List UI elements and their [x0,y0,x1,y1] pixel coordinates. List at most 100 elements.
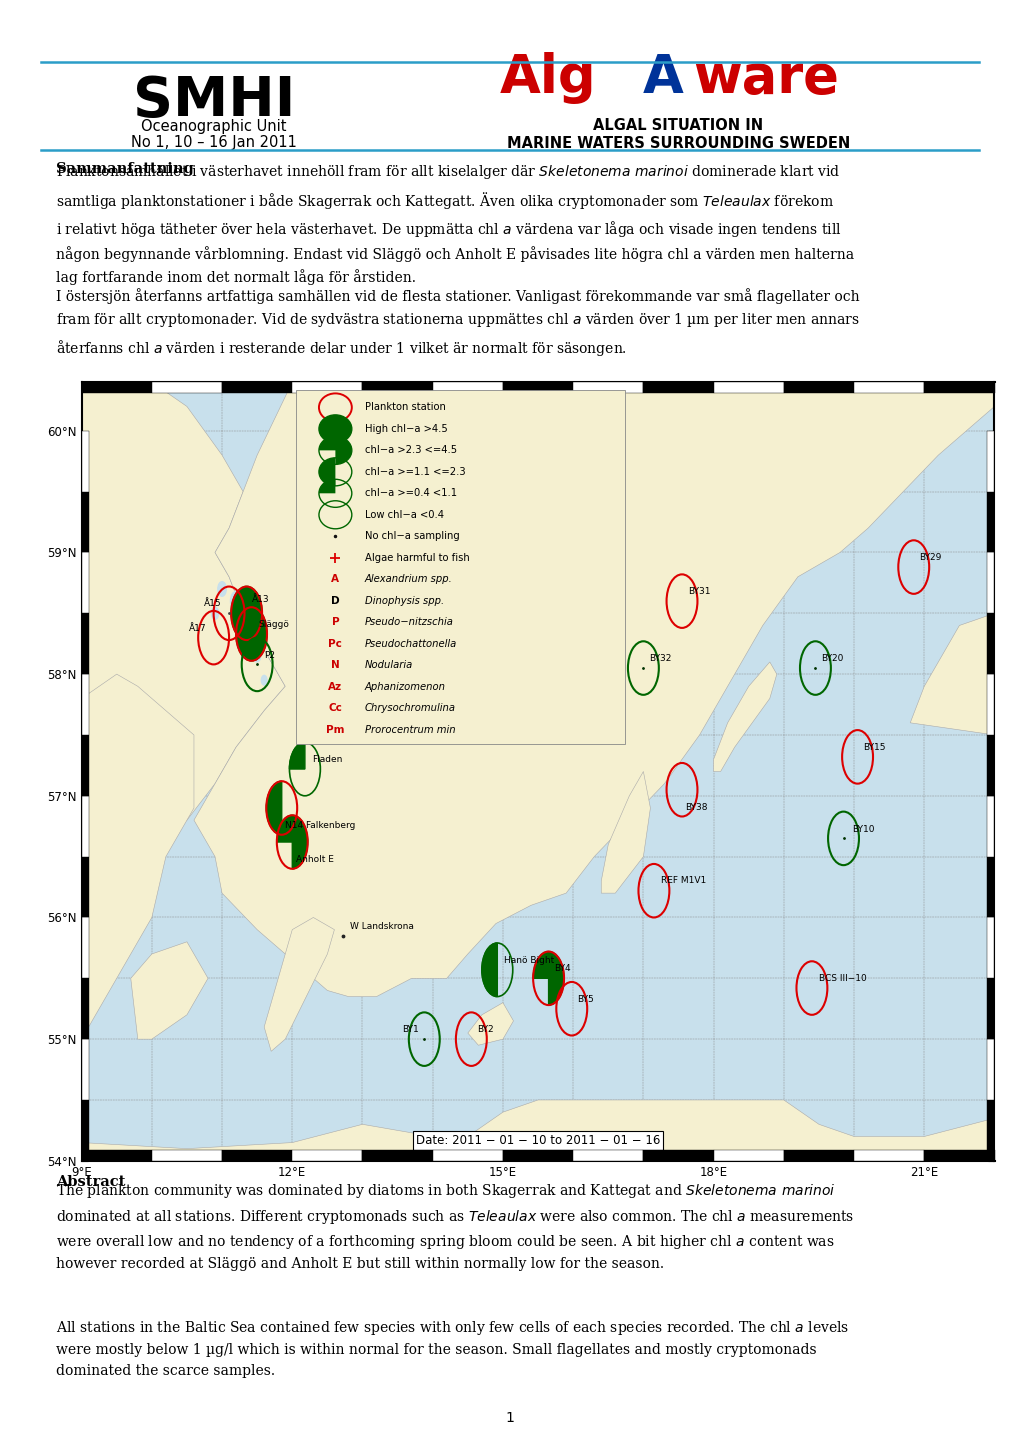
Bar [986,796,994,857]
Circle shape [230,591,242,611]
Polygon shape [713,662,776,771]
Bar [986,917,994,978]
Polygon shape [264,917,334,1051]
Bar [986,978,994,1040]
Bar [362,382,432,394]
Text: Dinophysis spp.: Dinophysis spp. [364,596,443,606]
Text: Chrysochromulina: Chrysochromulina [364,704,455,712]
Wedge shape [276,815,308,870]
Text: Planktonsamhället i västerhavet innehöll fram för allt kiselalger där $\it{Skele: Planktonsamhället i västerhavet innehöll… [56,163,853,286]
Bar [152,1149,222,1161]
Bar [643,1149,713,1161]
Bar [986,613,994,675]
Text: BY32: BY32 [648,655,671,663]
Bar [986,675,994,735]
Text: Alexandrium spp.: Alexandrium spp. [364,574,451,584]
Text: chl−a >=1.1 <=2.3: chl−a >=1.1 <=2.3 [364,467,465,477]
Text: BY38: BY38 [685,803,707,812]
Bar [82,796,89,857]
Bar [82,675,89,735]
Text: Pc: Pc [328,639,342,649]
Text: No chl−a sampling: No chl−a sampling [364,531,459,541]
Text: The plankton community was dominated by diatoms in both Skagerrak and Kattegat a: The plankton community was dominated by … [56,1182,854,1270]
Bar [82,382,152,394]
Bar [713,382,783,394]
Text: Pseudochattonella: Pseudochattonella [364,639,457,649]
Text: MARINE WATERS SURROUNDING SWEDEN: MARINE WATERS SURROUNDING SWEDEN [506,137,849,151]
Circle shape [218,581,226,597]
Bar [986,735,994,796]
Circle shape [261,675,267,685]
Bar [986,1040,994,1100]
Text: High chl−a >4.5: High chl−a >4.5 [364,424,447,434]
Text: chl−a >2.3 <=4.5: chl−a >2.3 <=4.5 [364,446,457,456]
Text: Anholt E: Anholt E [296,855,333,864]
Text: Hanö Bight: Hanö Bight [503,956,554,965]
Text: BY31: BY31 [687,587,709,597]
Polygon shape [194,382,994,996]
Circle shape [211,607,218,620]
Text: Algae harmful to fish: Algae harmful to fish [364,552,469,562]
Bar [923,382,994,394]
Text: Low chl−a <0.4: Low chl−a <0.4 [364,510,443,519]
Bar [713,1149,783,1161]
Wedge shape [266,782,281,835]
Bar [986,431,994,492]
Text: Sammanfattning: Sammanfattning [56,162,194,176]
Wedge shape [319,457,335,486]
Bar [853,1149,923,1161]
Circle shape [254,650,261,662]
Bar [362,1149,432,1161]
Bar [82,1149,152,1161]
Text: Prorocentrum min: Prorocentrum min [364,724,454,734]
Bar [853,382,923,394]
Text: Nodularia: Nodularia [364,660,413,671]
Bar [82,857,89,917]
Text: chl−a >=0.4 <1.1: chl−a >=0.4 <1.1 [364,489,457,499]
Bar [783,382,853,394]
Bar [222,1149,292,1161]
Text: SMHI: SMHI [132,74,296,128]
Text: P2: P2 [264,650,275,659]
Polygon shape [468,1002,513,1045]
Wedge shape [533,952,564,1005]
Text: Å13: Å13 [252,594,270,604]
Text: A: A [642,52,683,104]
Text: W Landskrona: W Landskrona [350,921,414,932]
Text: Fladen: Fladen [312,756,342,764]
Bar [502,1149,573,1161]
Bar [82,735,89,796]
Text: Alg: Alg [499,52,596,104]
Bar [82,492,89,552]
Text: Abstract: Abstract [56,1175,125,1190]
Text: A: A [331,574,339,584]
Text: BY4: BY4 [553,965,571,973]
Text: BY29: BY29 [918,554,941,562]
Polygon shape [11,675,194,1051]
Bar [82,917,89,978]
Text: N: N [331,660,339,671]
Bar [222,382,292,394]
Bar [432,382,502,394]
Polygon shape [909,613,994,735]
Text: Plankton station: Plankton station [364,402,445,412]
Bar [986,552,994,613]
Circle shape [231,587,262,640]
Text: I östersjön återfanns artfattiga samhällen vid de flesta stationer. Vanligast fö: I östersjön återfanns artfattiga samhäll… [56,288,859,358]
Bar [986,857,994,917]
Text: Oceanographic Unit: Oceanographic Unit [142,120,286,134]
Bar [82,431,89,492]
Polygon shape [82,1100,994,1161]
Text: Å15: Å15 [204,600,222,609]
Text: BY1: BY1 [401,1025,418,1034]
Text: All stations in the Baltic Sea contained few species with only few cells of each: All stations in the Baltic Sea contained… [56,1319,849,1377]
Circle shape [235,607,267,660]
Text: BY15: BY15 [862,743,884,753]
Bar [82,1100,89,1161]
Text: Az: Az [328,682,342,692]
Wedge shape [289,743,305,769]
Text: BY10: BY10 [851,825,873,833]
Text: N14 Falkenberg: N14 Falkenberg [285,820,356,831]
Bar [292,1149,362,1161]
Text: BCS III−10: BCS III−10 [818,975,866,983]
